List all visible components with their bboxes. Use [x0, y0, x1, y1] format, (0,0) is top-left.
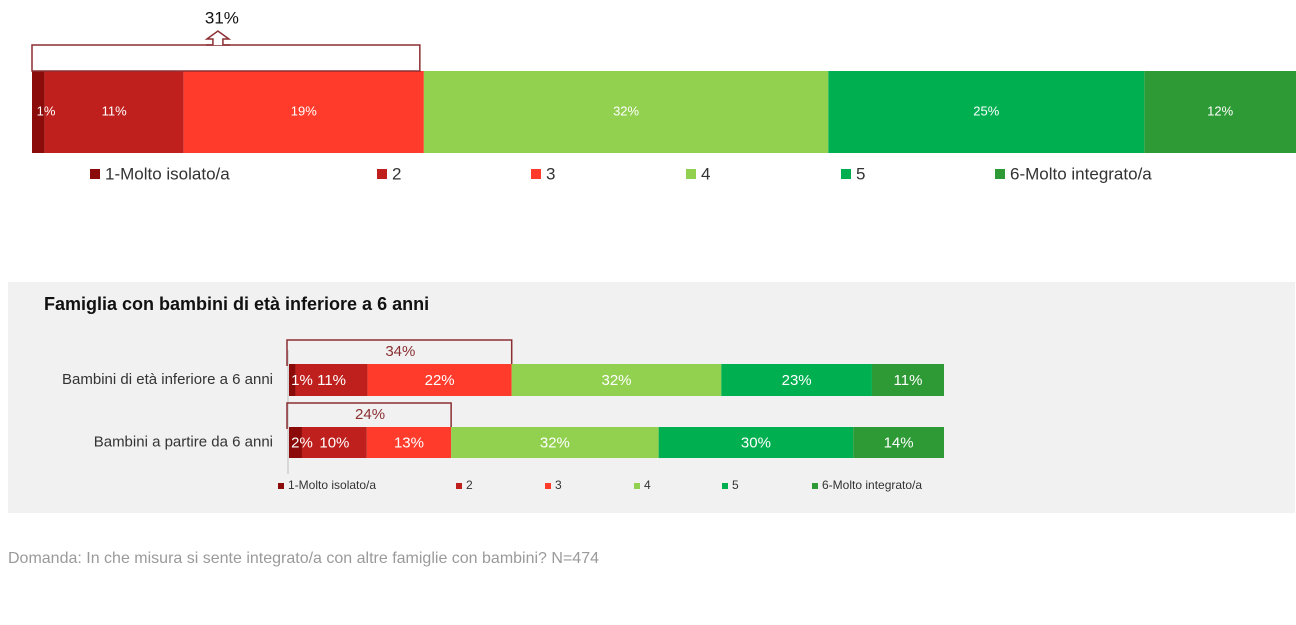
bar-segment — [366, 427, 452, 458]
data-label: 19% — [291, 103, 317, 118]
bar-segment — [367, 364, 512, 396]
up-arrow-icon — [204, 30, 232, 46]
legend-swatch — [278, 483, 284, 489]
legend-swatch — [90, 169, 100, 179]
bracket-line — [286, 339, 513, 366]
bar-segment — [289, 427, 302, 458]
bracket-total-label: 31% — [205, 8, 239, 27]
panel-title: Famiglia con bambini di età inferiore a … — [44, 294, 430, 314]
legend-swatch — [456, 483, 462, 489]
bar-segment — [32, 71, 45, 153]
bar-segment — [721, 364, 872, 396]
bottom-stacked-bar-chart: Bambini di età inferiore a 6 anni 1% 11% 22… — [62, 339, 944, 492]
legend-label: 5 — [856, 164, 865, 183]
legend-swatch — [634, 483, 640, 489]
data-label: 32% — [601, 372, 631, 389]
legend-label: 3 — [546, 164, 555, 183]
legend-label: 5 — [732, 478, 739, 492]
bracket-line — [286, 402, 452, 429]
data-label: 14% — [884, 434, 914, 451]
bar-segment — [658, 427, 854, 458]
legend-label: 6-Molto integrato/a — [822, 478, 922, 492]
legend-swatch — [686, 169, 696, 179]
bar-segment — [451, 427, 659, 458]
data-label: 1% — [37, 103, 56, 118]
legend-label: 2 — [466, 478, 473, 492]
bar-segment — [301, 427, 367, 458]
bracket-total-label: 24% — [355, 406, 385, 423]
category-label: Bambini a partire da 6 anni — [94, 433, 273, 450]
data-label: 13% — [394, 434, 424, 451]
data-label: 11% — [102, 103, 127, 118]
bar-segment — [853, 427, 944, 458]
category-label: Bambini di età inferiore a 6 anni — [62, 371, 273, 388]
legend-label: 3 — [555, 478, 562, 492]
comparison-panel — [8, 282, 1295, 513]
data-label: 12% — [1207, 103, 1233, 118]
bar-segment — [511, 364, 722, 396]
legend-swatch — [812, 483, 818, 489]
bar-segment — [1144, 71, 1296, 153]
data-label: 11% — [317, 372, 346, 389]
bar-segment — [871, 364, 944, 396]
bar-segment — [183, 71, 424, 153]
legend-swatch — [377, 169, 387, 179]
legend-swatch — [841, 169, 851, 179]
legend-swatch — [722, 483, 728, 489]
bar-segment — [828, 71, 1145, 153]
data-label: 32% — [540, 434, 570, 451]
legend-label: 1-Molto isolato/a — [105, 164, 230, 183]
data-label: 23% — [782, 372, 812, 389]
legend-label: 1-Molto isolato/a — [288, 478, 376, 492]
legend-label: 2 — [392, 164, 401, 183]
data-label: 10% — [319, 434, 349, 451]
bar-segment — [44, 71, 184, 153]
bracket-total-label: 34% — [385, 343, 415, 360]
question-footnote: Domanda: In che misura si sente integrat… — [8, 550, 599, 567]
data-label: 32% — [613, 103, 639, 118]
legend-label: 4 — [644, 478, 651, 492]
data-label: 22% — [425, 372, 455, 389]
data-label: 2% — [291, 434, 313, 451]
bar-segment — [295, 364, 368, 396]
data-label: 1% — [291, 372, 313, 389]
bar-segment — [289, 364, 296, 396]
data-label: 11% — [894, 372, 923, 389]
top-stacked-bar-chart: 1% 11% 19% 32% 25% 12% 31% 1-Molto isolato/a 2 3 4… — [31, 8, 1296, 183]
legend-label: 6-Molto integrato/a — [1010, 164, 1152, 183]
legend-swatch — [995, 169, 1005, 179]
legend-label: 4 — [701, 164, 710, 183]
bar-segment — [423, 71, 829, 153]
data-label: 25% — [973, 103, 999, 118]
legend-swatch — [531, 169, 541, 179]
data-label: 30% — [741, 434, 771, 451]
legend-swatch — [545, 483, 551, 489]
bracket-box — [31, 44, 421, 72]
